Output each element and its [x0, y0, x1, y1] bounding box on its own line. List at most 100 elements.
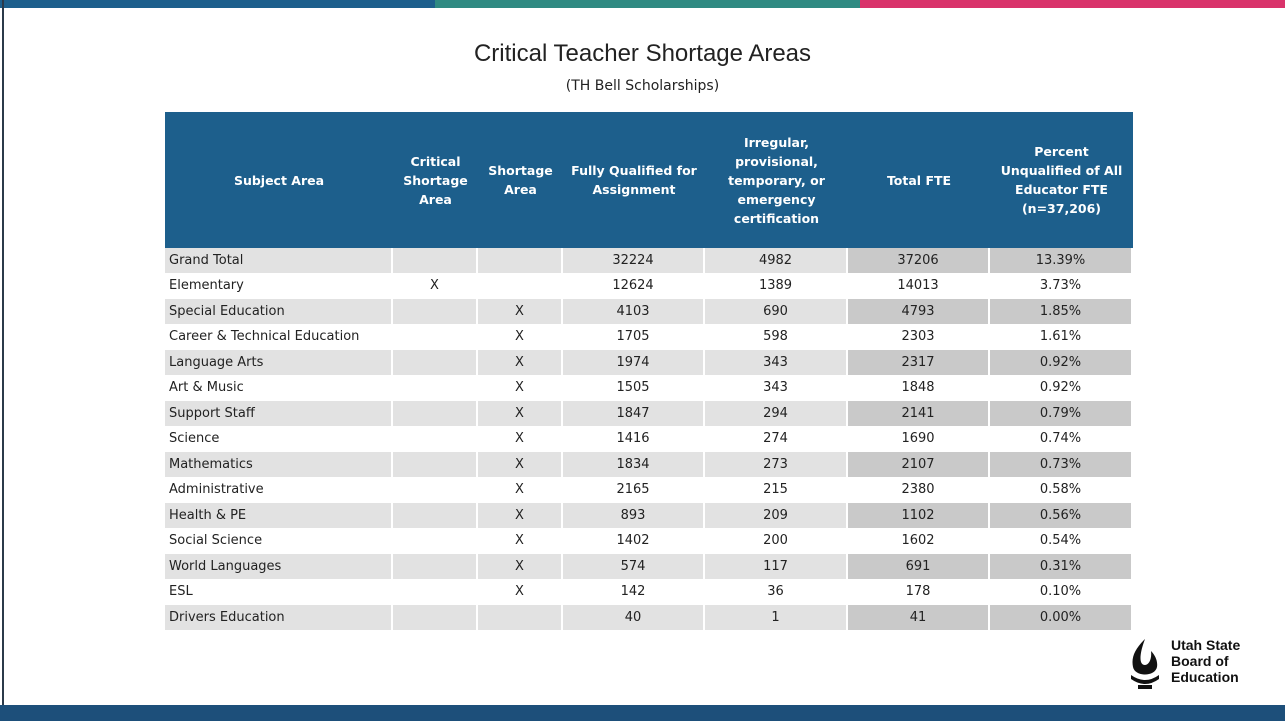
table-row: Drivers Education 40 1 41 0.00% [165, 605, 1133, 631]
table-row: Career & Technical Education X 1705 598 2303… [165, 324, 1133, 350]
table-cell: Special Education [165, 299, 393, 325]
table-cell: 0.00% [990, 605, 1133, 631]
table-cell: 574 [563, 554, 705, 580]
table-row: Art & Music X 1505 343 1848 0.92% [165, 375, 1133, 401]
table-cell: 142 [563, 579, 705, 605]
table-cell: 4793 [848, 299, 990, 325]
table-cell: 0.74% [990, 426, 1133, 452]
table-cell: Elementary [165, 273, 393, 299]
table-cell: X [478, 477, 563, 503]
table-cell: X [478, 452, 563, 478]
column-header: Subject Area [233, 172, 325, 188]
table-cell: 209 [705, 503, 848, 529]
table-row: Science X 1416 274 1690 0.74% [165, 426, 1133, 452]
table-cell: 0.79% [990, 401, 1133, 427]
top-bar-teal [435, 0, 860, 8]
table-cell [478, 248, 563, 274]
table-cell [393, 554, 478, 580]
table-cell: Art & Music [165, 375, 393, 401]
column-header: Fully Qualified for Assignment [571, 163, 697, 197]
table-cell: 14013 [848, 273, 990, 299]
table: Subject Area Critical Shortage Area Shorta… [165, 112, 1133, 631]
table-cell [393, 503, 478, 529]
column-header: Irregular, provisional, temporary, or em… [728, 134, 825, 226]
top-bar-blue [0, 0, 435, 8]
table-cell: Language Arts [165, 350, 393, 376]
table-cell: Mathematics [165, 452, 393, 478]
table-cell: 2317 [848, 350, 990, 376]
table-row: Grand Total 32224 4982 37206 13.39% [165, 248, 1133, 274]
table-cell [393, 579, 478, 605]
logo-line: Education [1171, 669, 1239, 685]
table-cell: 13.39% [990, 248, 1133, 274]
logo-line: Utah State [1171, 637, 1241, 653]
table-cell: 0.58% [990, 477, 1133, 503]
table-cell [393, 477, 478, 503]
table-cell [393, 248, 478, 274]
logo-text: Utah State Board of Education [1171, 637, 1240, 685]
table-cell: Health & PE [165, 503, 393, 529]
table-row: Elementary X 12624 1389 14013 3.73% [165, 273, 1133, 299]
table-cell: 294 [705, 401, 848, 427]
table-cell: 0.56% [990, 503, 1133, 529]
table-cell: 41 [848, 605, 990, 631]
table-cell: 1416 [563, 426, 705, 452]
table-cell [393, 426, 478, 452]
table-cell: 1834 [563, 452, 705, 478]
table-cell: 1102 [848, 503, 990, 529]
table-cell: 0.31% [990, 554, 1133, 580]
column-header: Critical Shortage Area [403, 153, 468, 207]
table-cell [393, 324, 478, 350]
logo-icon [1131, 639, 1159, 689]
table-cell [393, 605, 478, 631]
table-cell: 117 [705, 554, 848, 580]
table-row: Health & PE X 893 209 1102 0.56% [165, 503, 1133, 529]
table-cell: 2141 [848, 401, 990, 427]
table-cell: X [478, 426, 563, 452]
table-cell: 36 [705, 579, 848, 605]
table-cell: 343 [705, 350, 848, 376]
column-header: Shortage Area [488, 163, 553, 197]
table-cell: 273 [705, 452, 848, 478]
table-cell: X [393, 273, 478, 299]
table-cell: 1847 [563, 401, 705, 427]
table-cell: X [478, 528, 563, 554]
table-cell: 1690 [848, 426, 990, 452]
table-cell: 215 [705, 477, 848, 503]
table-cell: 274 [705, 426, 848, 452]
logo: Utah State Board of Education [1125, 635, 1275, 695]
table-cell: 2107 [848, 452, 990, 478]
table-cell: 2165 [563, 477, 705, 503]
table-cell: Science [165, 426, 393, 452]
table-row: Language Arts X 1974 343 2317 0.92% [165, 350, 1133, 376]
table-cell: 1505 [563, 375, 705, 401]
table-cell: 2303 [848, 324, 990, 350]
table-cell: 1705 [563, 324, 705, 350]
title: Critical Teacher Shortage Areas [473, 40, 812, 67]
table-cell [393, 375, 478, 401]
table-cell: 200 [705, 528, 848, 554]
table-cell: 1974 [563, 350, 705, 376]
table-cell [393, 350, 478, 376]
table-cell: 1 [705, 605, 848, 631]
table-cell: 1402 [563, 528, 705, 554]
column-header: Percent Unqualified of All Educator FTE … [1000, 144, 1123, 216]
table-cell: 178 [848, 579, 990, 605]
table-cell: X [478, 324, 563, 350]
table-cell: 1.61% [990, 324, 1133, 350]
table-cell: 0.92% [990, 375, 1133, 401]
table-cell: 598 [705, 324, 848, 350]
table-cell: X [478, 554, 563, 580]
column-header: Total FTE [886, 172, 952, 188]
table-cell: X [478, 350, 563, 376]
table-row: Special Education X 4103 690 4793 1.85% [165, 299, 1133, 325]
table-cell: 690 [705, 299, 848, 325]
table-row: World Languages X 574 117 691 0.31% [165, 554, 1133, 580]
table-cell: 2380 [848, 477, 990, 503]
table-cell: 343 [705, 375, 848, 401]
logo-line: Board of [1171, 653, 1229, 669]
table-cell: 4982 [705, 248, 848, 274]
table-row: ESL X 142 36 178 0.10% [165, 579, 1133, 605]
table-cell: Grand Total [165, 248, 393, 274]
table-cell: X [478, 579, 563, 605]
